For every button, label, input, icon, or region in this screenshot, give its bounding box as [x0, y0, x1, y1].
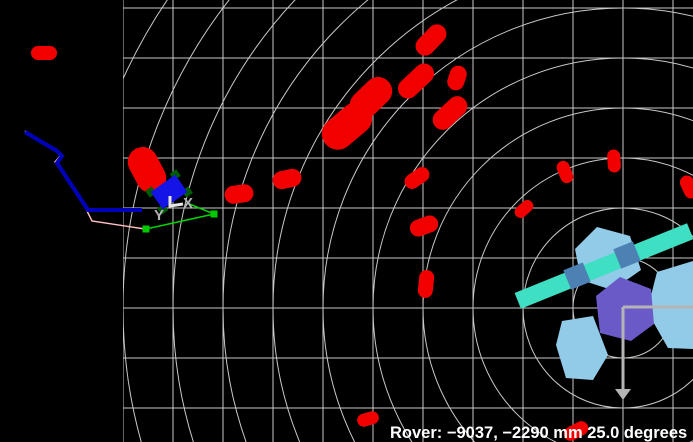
- origin-marker-arrowhead: [615, 389, 631, 400]
- range-ring: [472, 157, 693, 442]
- lander-origin-marker: [615, 305, 693, 400]
- traversed-path: [23, 130, 142, 212]
- lander-hexagon-body: [596, 277, 654, 341]
- obstacle-blob: [415, 24, 447, 56]
- lander-petal-right: [647, 261, 693, 349]
- range-ring: [522, 207, 693, 409]
- obstacle-blob: [432, 96, 468, 130]
- obstacle-blob: [447, 65, 467, 91]
- rover-body: [150, 174, 188, 210]
- rover-arm: [168, 196, 184, 208]
- obstacle-blob: [31, 46, 57, 60]
- obstacle-blob: [607, 149, 621, 173]
- rover-model: [145, 169, 193, 215]
- rover-axis-label-x: X: [183, 195, 193, 212]
- obstacle-layer: [31, 24, 693, 441]
- obstacle-blob: [514, 199, 534, 219]
- range-ring: [272, 0, 459, 442]
- lander-model: [514, 223, 693, 400]
- obstacle-blob: [321, 102, 373, 150]
- solar-panel-bar: [514, 223, 693, 309]
- range-ring: [372, 57, 693, 442]
- range-ring: [422, 107, 693, 442]
- range-ring: [172, 0, 296, 442]
- obstacle-blob: [127, 147, 167, 193]
- rover-status-text: Rover: −9037, −2290 mm 25.0 degrees: [390, 424, 687, 442]
- rover-axis-label-y: Y: [154, 207, 164, 224]
- panel-cell: [613, 241, 641, 269]
- range-ring: [322, 7, 693, 442]
- grid-layer: [123, 0, 693, 442]
- obstacle-blob: [357, 411, 379, 427]
- range-ring: [222, 0, 369, 442]
- obstacle-blob: [409, 215, 439, 237]
- obstacle-blob: [404, 167, 430, 189]
- lander-petal-bottom-left: [556, 316, 608, 380]
- waypoint-marker: [210, 210, 218, 218]
- obstacle-blob: [417, 270, 435, 298]
- obstacle-blob: [224, 184, 254, 204]
- panel-cell: [563, 262, 591, 290]
- obstacle-blob: [679, 175, 693, 199]
- obstacle-blob: [272, 168, 302, 190]
- waypoint-marker: [142, 225, 150, 233]
- obstacle-blob: [397, 63, 435, 99]
- obstacle-blob: [556, 160, 574, 184]
- obstacle-blob: [563, 421, 589, 441]
